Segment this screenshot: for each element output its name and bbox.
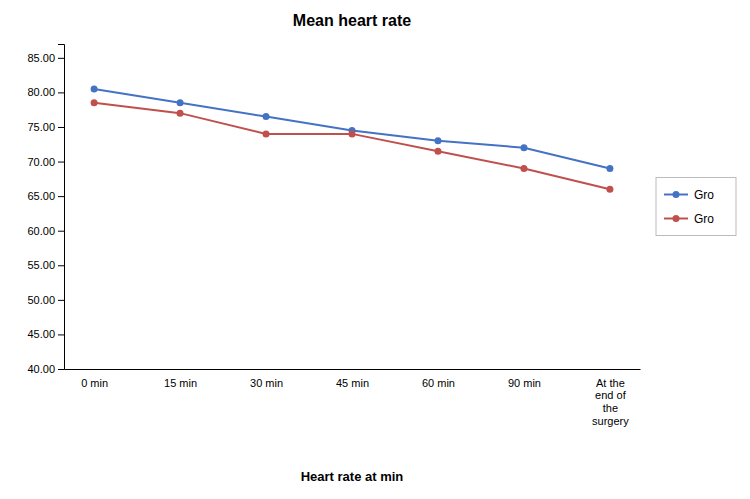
y-tick-label: 45.00 [27, 328, 55, 340]
y-tick-mark [58, 196, 64, 197]
series-point [177, 110, 184, 117]
plot-area: 40.00 45.00 50.00 55.00 60.00 65.00 70.00 75.00… [27, 45, 640, 427]
series-point [520, 144, 527, 151]
series-point [349, 130, 356, 137]
legend: Gro Gro [656, 178, 736, 236]
series-point [177, 99, 184, 106]
x-tick-label: 15 min [164, 377, 197, 389]
y-axis-line [58, 45, 65, 370]
x-tick-label: 90 min [508, 377, 541, 389]
legend-marker [673, 191, 680, 198]
y-tick: 80.00 [27, 86, 64, 98]
y-tick-label: 40.00 [27, 363, 55, 375]
y-axis: 40.00 45.00 50.00 55.00 60.00 65.00 70.00 75.00… [27, 45, 64, 376]
y-tick: 45.00 [27, 328, 64, 340]
series-point [434, 137, 441, 144]
y-tick-mark [58, 334, 64, 335]
y-tick-label: 55.00 [27, 259, 55, 271]
series-point [263, 130, 270, 137]
series-line [94, 103, 610, 189]
legend-label: Gro [694, 188, 714, 202]
legend-item: Gro [664, 212, 714, 226]
x-tick-label: At theend ofthesurgery [592, 377, 629, 427]
y-tick-label: 65.00 [27, 190, 55, 202]
y-tick: 50.00 [27, 294, 64, 306]
y-tick-label: 70.00 [27, 156, 55, 168]
y-tick-label: 50.00 [27, 294, 55, 306]
x-tick: 30 min [250, 377, 283, 389]
series-line [94, 89, 610, 169]
legend-marker [673, 215, 680, 222]
y-tick-mark [58, 369, 64, 370]
x-axis-title: Heart rate at min [301, 469, 404, 484]
y-tick: 85.00 [27, 52, 64, 64]
x-tick-label: 45 min [336, 377, 369, 389]
y-tick-mark [58, 231, 64, 232]
x-axis: 0 min 15 min 30 min 45 min 60 min 90 min At th… [65, 370, 641, 427]
x-tick: 90 min [508, 377, 541, 389]
series-point [91, 85, 98, 92]
legend-frame [656, 178, 736, 236]
x-tick: At theend ofthesurgery [592, 377, 629, 427]
x-tick: 60 min [422, 377, 455, 389]
series-point [606, 165, 613, 172]
y-tick-label: 60.00 [27, 225, 55, 237]
x-tick: 0 min [81, 377, 108, 389]
y-tick-mark [58, 92, 64, 93]
y-tick: 55.00 [27, 259, 64, 271]
series-point [434, 148, 441, 155]
series-point [606, 186, 613, 193]
chart: 40.00 45.00 50.00 55.00 60.00 65.00 70.00 75.00… [0, 0, 750, 499]
x-tick-label: 60 min [422, 377, 455, 389]
y-tick: 70.00 [27, 156, 64, 168]
marks [91, 85, 614, 192]
title: Mean heart rate [293, 12, 411, 29]
y-tick: 65.00 [27, 190, 64, 202]
series-point [91, 99, 98, 106]
x-tick: 15 min [164, 377, 197, 389]
y-tick: 60.00 [27, 225, 64, 237]
y-tick-label: 85.00 [27, 52, 55, 64]
y-tick: 40.00 [27, 363, 64, 375]
x-tick: 45 min [336, 377, 369, 389]
x-tick-label: 0 min [81, 377, 108, 389]
series-point [520, 165, 527, 172]
y-tick-mark [58, 127, 64, 128]
y-tick: 75.00 [27, 121, 64, 133]
series-point [263, 113, 270, 120]
y-tick-label: 75.00 [27, 121, 55, 133]
y-tick-label: 80.00 [27, 86, 55, 98]
y-tick-mark [58, 265, 64, 266]
x-axis-line [65, 369, 641, 370]
x-tick-label: 30 min [250, 377, 283, 389]
y-tick-mark [58, 58, 64, 59]
y-tick-mark [58, 300, 64, 301]
legend-item: Gro [664, 188, 714, 202]
legend-label: Gro [694, 212, 714, 226]
y-tick-mark [58, 162, 64, 163]
